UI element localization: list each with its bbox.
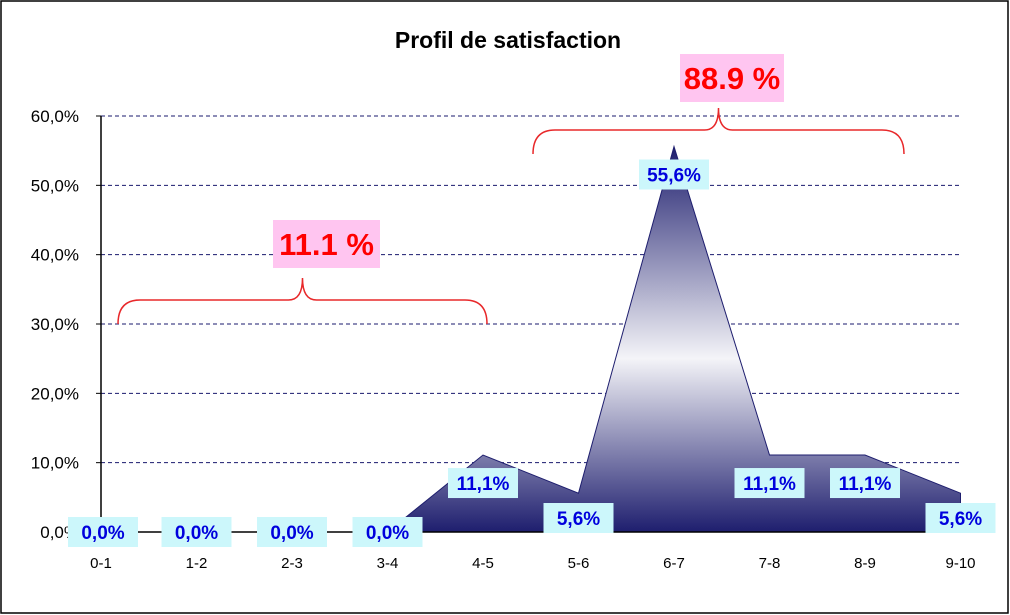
data-labels: 0,0% 0,0% 0,0% 0,0% 11,1% 5,6% 55,6% 11,1% 11,1%… [68,159,996,547]
x-tick-label: 6-7 [663,555,685,572]
x-tick-label: 8-9 [854,555,876,572]
annotation-bg [680,54,784,102]
data-label-bg [830,468,900,499]
data-label-bg [161,517,232,547]
data-label-text: 11,1% [743,474,796,495]
x-tick-label: 4-5 [472,555,494,572]
data-label-text: 11,1% [457,474,510,495]
data-label-bg [639,159,709,190]
data-label: 11,1% [830,468,900,499]
data-label-text: 0,0% [175,523,218,544]
y-tick-label: 10,0% [31,454,79,473]
data-label: 0,0% [68,517,138,547]
y-tick-label: 40,0% [31,246,79,265]
data-label-text: 55,6% [647,166,701,187]
annotations: 11.1 % 88.9 % [117,54,905,325]
brace-bracket [532,107,905,155]
x-tick-label: 5-6 [568,555,590,572]
data-label-text: 0,0% [270,523,313,544]
annotation-text: 88.9 % [684,61,781,96]
data-label-text: 0,0% [366,523,409,544]
x-tick-label: 0-1 [90,555,112,572]
data-label-bg [448,468,518,499]
annotation-text: 11.1 % [279,227,374,262]
data-label: 5,6% [925,503,996,533]
y-tick-label: 50,0% [31,176,79,195]
y-tick-label: 30,0% [31,315,79,334]
data-label: 55,6% [639,159,709,190]
x-tick-label: 2-3 [281,555,303,572]
data-label-bg [352,517,423,547]
y-tick-label: 20,0% [31,384,79,403]
data-label-bg [257,517,327,547]
data-label-bg [543,503,614,533]
data-label-bg [734,468,805,499]
data-label-text: 5,6% [557,509,600,530]
brace-bracket [117,277,488,325]
annotation-bg [273,220,380,268]
chart-title: Profil de satisfaction [395,27,621,53]
data-label: 0,0% [352,517,423,547]
x-tick-label: 7-8 [759,555,781,572]
data-label: 11,1% [734,468,805,499]
data-label: 11,1% [448,468,518,499]
annotation-group: 11.1 % [117,220,488,325]
data-label-text: 5,6% [939,509,982,530]
data-label-text: 0,0% [81,523,124,544]
annotation-group: 88.9 % [532,54,905,155]
data-label: 0,0% [257,517,327,547]
x-tick-label: 1-2 [186,555,208,572]
y-tick-label: 60,0% [31,107,79,126]
x-tick-label: 3-4 [377,555,399,572]
data-label-bg [68,517,138,547]
data-label-text: 11,1% [839,474,892,495]
x-tick-label: 9-10 [945,555,975,572]
data-label-bg [925,503,996,533]
data-label: 0,0% [161,517,232,547]
data-label: 5,6% [543,503,614,533]
